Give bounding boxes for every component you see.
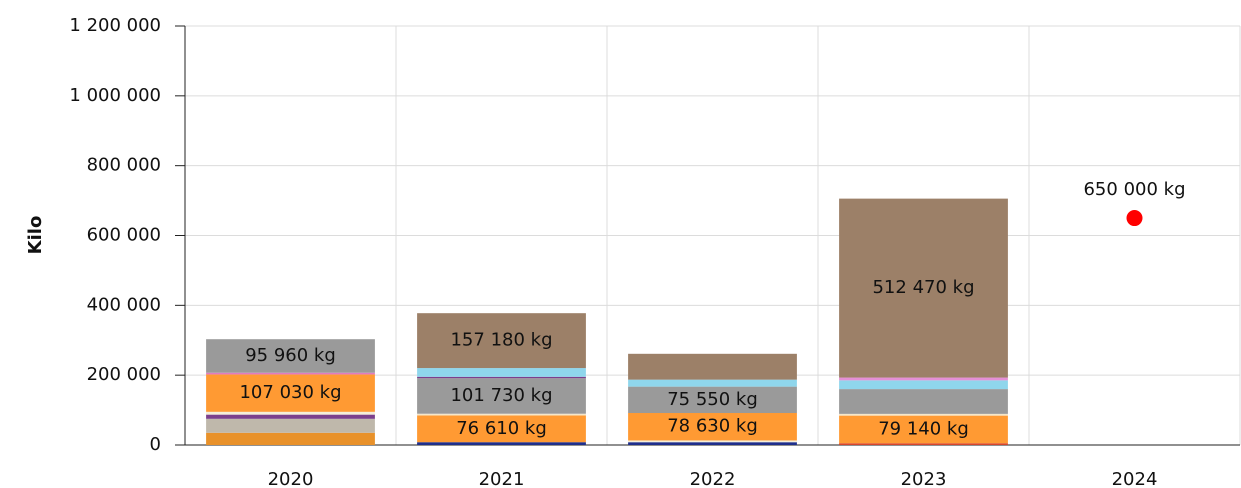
data-label: 107 030 kg — [239, 382, 341, 403]
data-label: 79 140 kg — [878, 418, 969, 439]
bar-segment — [839, 198, 1008, 378]
y-axis-label: Kilo — [25, 216, 46, 255]
bar-segment — [206, 411, 375, 415]
bar-segment — [417, 415, 586, 443]
bar-segment — [839, 380, 1008, 390]
bar-segment — [206, 432, 375, 445]
bar-segment — [417, 376, 586, 379]
data-label: 95 960 kg — [245, 345, 336, 366]
data-label: 101 730 kg — [450, 385, 552, 406]
bar-segment — [417, 442, 586, 445]
bar-segment — [628, 353, 797, 380]
y-tick-label: 1 000 000 — [69, 85, 161, 106]
bar-segment — [839, 443, 1008, 445]
bar-segment — [839, 377, 1008, 381]
bar-segment — [839, 415, 1008, 444]
x-tick-label: 2022 — [690, 469, 736, 488]
bar-segment — [628, 379, 797, 387]
x-tick-label: 2020 — [268, 469, 314, 488]
y-tick-label: 400 000 — [87, 294, 161, 315]
bar-segment — [417, 413, 586, 416]
y-tick-label: 800 000 — [87, 155, 161, 176]
y-tick-label: 600 000 — [87, 225, 161, 246]
bar-segment — [628, 440, 797, 443]
y-tick-label: 1 200 000 — [69, 15, 161, 36]
data-label: 650 000 kg — [1083, 179, 1185, 200]
x-tick-label: 2023 — [901, 469, 947, 488]
bar-segment — [206, 372, 375, 375]
bar-segment — [206, 418, 375, 433]
bar-segment — [417, 313, 586, 369]
data-label: 512 470 kg — [872, 277, 974, 298]
x-tick-label: 2021 — [479, 469, 525, 488]
bar-segment — [628, 386, 797, 414]
bar-segment — [417, 368, 586, 377]
bar-segment — [628, 413, 797, 441]
data-label: 157 180 kg — [450, 330, 552, 351]
bar-segment — [206, 374, 375, 412]
data-label: 78 630 kg — [667, 416, 758, 437]
bar-segment — [839, 413, 1008, 416]
data-label: 76 610 kg — [456, 418, 547, 439]
y-tick-label: 0 — [150, 434, 161, 455]
bar-segment — [628, 442, 797, 445]
target-point — [1126, 210, 1143, 227]
bar-segment — [839, 389, 1008, 414]
y-tick-label: 200 000 — [87, 364, 161, 385]
x-tick-label: 2024 — [1112, 469, 1158, 488]
data-label: 75 550 kg — [667, 389, 758, 410]
bar-segment — [417, 378, 586, 414]
bar-segment — [206, 339, 375, 373]
bar-segment — [206, 414, 375, 419]
